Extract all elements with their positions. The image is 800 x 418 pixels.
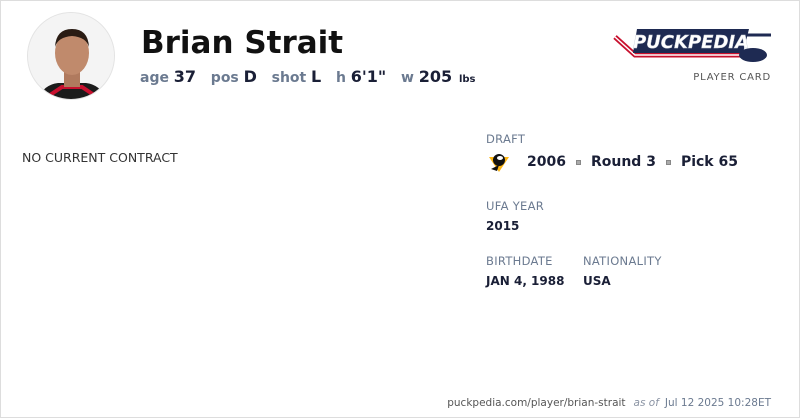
svg-text:PUCKPEDIA: PUCKPEDIA (633, 32, 749, 53)
shot-value: L (311, 67, 322, 86)
contract-status: NO CURRENT CONTRACT (22, 150, 178, 165)
birthdate-label: BIRTHDATE (486, 254, 553, 268)
weight-unit: lbs (458, 74, 476, 85)
nationality-value: USA (583, 274, 611, 288)
birthdate-value: JAN 4, 1988 (486, 274, 565, 288)
player-card-label: PLAYER CARD (693, 72, 771, 83)
pos-value: D (243, 67, 257, 86)
player-url-link[interactable]: puckpedia.com/player/brian-strait (447, 397, 626, 409)
age-label: age (140, 70, 169, 86)
weight-value: 205 (418, 67, 453, 86)
shot-label: shot (271, 70, 307, 86)
draft-label: DRAFT (486, 132, 526, 146)
ufa-year-label: UFA YEAR (486, 199, 545, 213)
as-of-label: as of (633, 397, 659, 409)
player-name: Brian Strait (141, 25, 344, 61)
draft-info: 2006 Round 3 Pick 65 (487, 151, 738, 173)
timestamp: Jul 12 2025 10:28ET (664, 397, 771, 409)
weight-label: w (401, 70, 414, 86)
penguins-logo-icon (489, 154, 509, 172)
separator-icon (575, 159, 581, 165)
draft-year: 2006 (527, 154, 566, 170)
height-value: 6'1" (350, 67, 387, 86)
player-avatar (27, 12, 115, 100)
age-value: 37 (173, 67, 197, 86)
draft-round: Round 3 (590, 154, 656, 170)
player-stats: age 37 pos D shot L h 6'1" w 205 lbs (140, 67, 476, 86)
height-label: h (336, 70, 346, 86)
separator-icon (665, 159, 671, 165)
footer: puckpedia.com/player/brian-strait as of Ju… (447, 397, 771, 409)
draft-pick: Pick 65 (680, 154, 738, 170)
puckpedia-logo[interactable]: PUCKPEDIA (613, 25, 773, 69)
nationality-label: NATIONALITY (583, 254, 662, 268)
pos-label: pos (210, 70, 239, 86)
ufa-year-value: 2015 (486, 219, 520, 233)
